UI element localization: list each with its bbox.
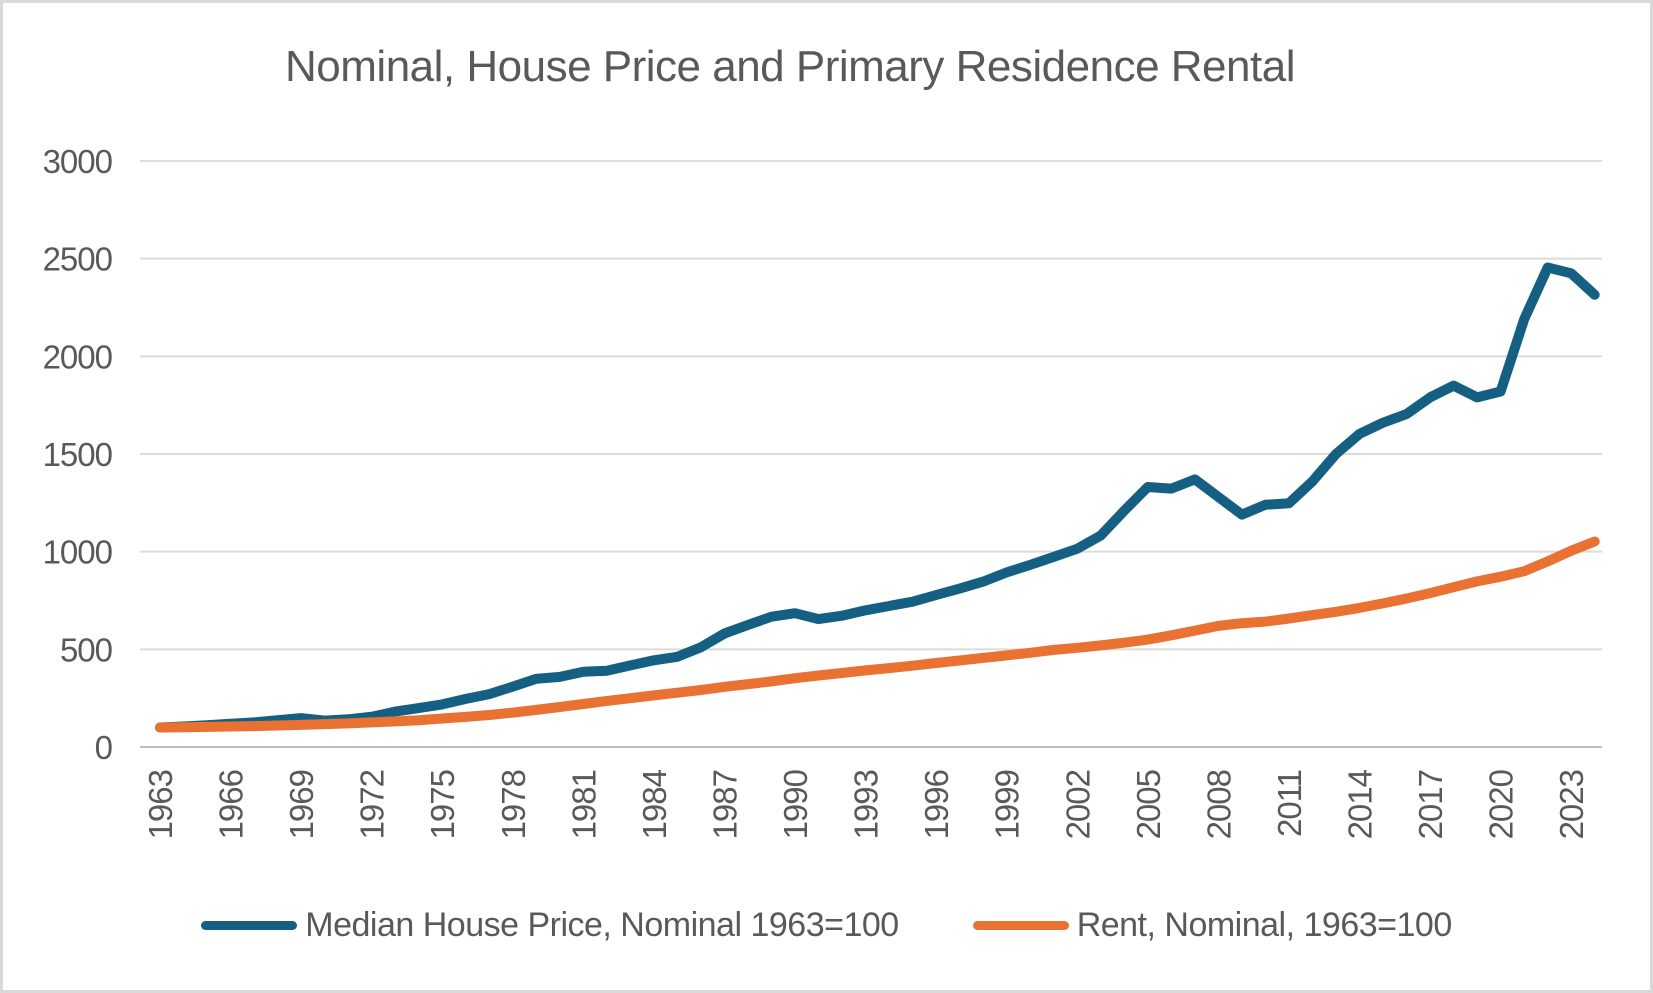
x-axis-label: 1993 [848,770,885,839]
y-axis-label: 1500 [43,436,113,473]
x-axis-label: 2008 [1200,770,1237,839]
legend: Median House Price, Nominal 1963=100 Ren… [0,899,1653,951]
x-axis-label: 2023 [1553,770,1590,839]
x-axis-label: 1987 [706,770,743,839]
y-axis-label: 1000 [43,534,113,571]
legend-item-house-price[interactable]: Median House Price, Nominal 1963=100 [201,905,899,945]
legend-item-rent[interactable]: Rent, Nominal, 1963=100 [972,905,1453,945]
x-axis-label: 2002 [1059,770,1096,839]
x-axis-label: 1996 [918,770,955,839]
y-axis-label: 2000 [43,338,113,375]
x-axis-label: 2011 [1271,770,1308,837]
x-axis-label: 1981 [565,770,602,839]
x-axis-label: 2020 [1483,769,1520,839]
x-axis-label: 1963 [142,770,179,839]
x-axis-label: 1966 [213,770,250,839]
x-axis-label: 1975 [424,770,461,839]
house-price-line [155,262,1600,733]
x-axis-label: 2017 [1412,770,1449,839]
x-axis-label: 1978 [495,770,532,839]
x-axis-label: 1972 [354,770,391,839]
rent-series-label: Rent, Nominal, 1963=100 [1076,905,1453,944]
x-axis-label: 1969 [283,770,320,839]
rent-line [155,536,1600,733]
y-axis-label: 3000 [43,143,113,180]
y-axis-label: 0 [95,729,113,766]
x-axis-label: 1990 [777,769,814,839]
x-axis-label: 1984 [636,769,673,839]
chart-title: Nominal, House Price and Primary Residen… [285,42,1295,91]
x-axis-label: 1999 [989,770,1026,839]
y-axis-label: 2500 [43,241,113,278]
x-axis-label: 2014 [1342,769,1379,839]
y-axis-label: 500 [60,631,113,668]
x-axis-label: 2005 [1130,770,1167,839]
house-price-series-swatch [201,920,298,930]
house-price-series-label: Median House Price, Nominal 1963=100 [305,905,899,944]
rent-series-swatch [972,920,1069,930]
